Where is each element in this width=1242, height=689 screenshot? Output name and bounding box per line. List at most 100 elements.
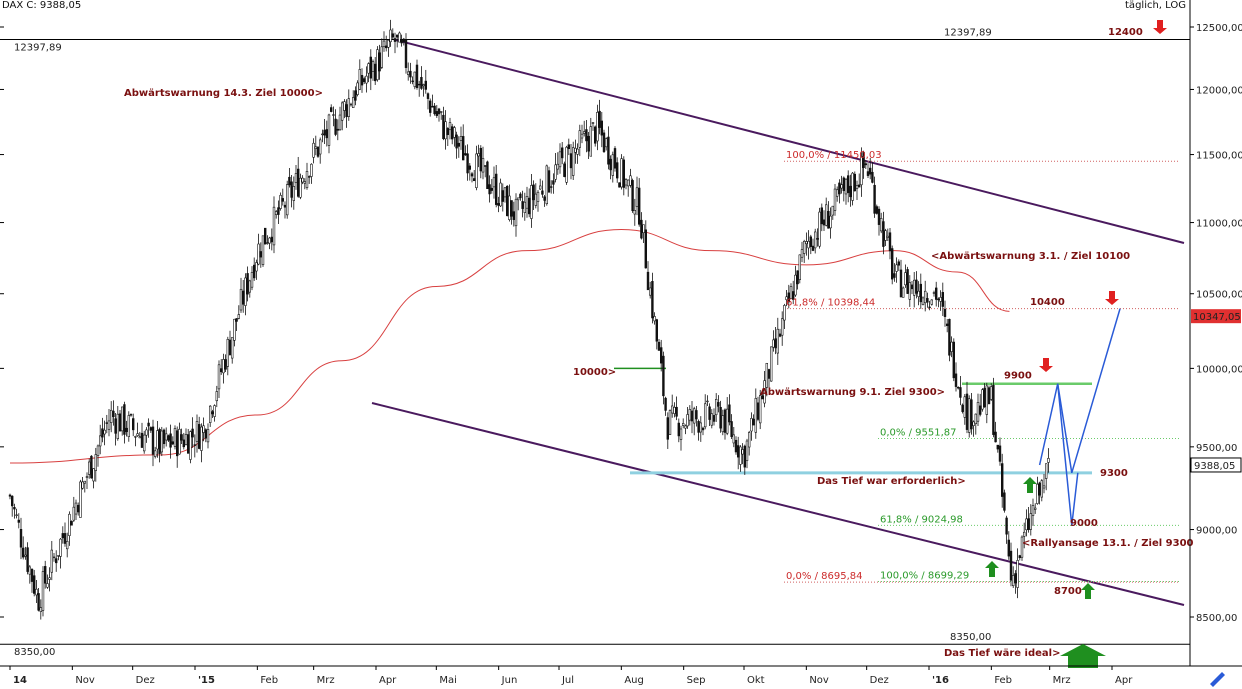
candle-body	[132, 418, 135, 431]
candle-body	[228, 339, 232, 356]
candle	[736, 436, 740, 470]
candle	[378, 44, 381, 80]
candle	[860, 147, 863, 197]
candle-body	[242, 290, 245, 305]
candle	[266, 235, 269, 245]
candle-body	[640, 219, 643, 239]
candle	[1016, 548, 1019, 599]
candle-body	[468, 165, 471, 170]
candle	[587, 131, 590, 160]
candle-body	[692, 408, 696, 424]
candle-body	[13, 506, 16, 510]
candle	[664, 396, 667, 416]
candle-body	[525, 196, 529, 209]
candle	[494, 164, 498, 208]
candle	[123, 401, 126, 444]
candle-body	[160, 430, 163, 453]
candle	[1045, 463, 1048, 491]
candle	[347, 89, 350, 121]
candle-body	[635, 187, 639, 207]
candle	[32, 569, 36, 597]
candle-body	[400, 40, 403, 44]
candle	[983, 383, 986, 408]
candle-body	[800, 249, 804, 258]
candle	[261, 235, 265, 267]
candle	[844, 177, 848, 205]
candle-body	[349, 103, 353, 106]
candle-body	[589, 126, 593, 157]
candle	[930, 299, 934, 306]
candle	[545, 164, 549, 206]
candle-body	[398, 32, 401, 43]
candle	[692, 406, 696, 436]
candle	[521, 190, 524, 218]
candle-body	[723, 409, 727, 433]
candle-body	[886, 235, 890, 238]
candle	[110, 401, 113, 433]
candle-body	[277, 207, 280, 215]
channel-upper-line	[393, 38, 1185, 244]
ref-label-right-bottom: 8350,00	[950, 632, 991, 643]
candle	[791, 280, 795, 305]
candle-body	[486, 161, 489, 190]
candle	[723, 408, 727, 440]
candle	[268, 236, 271, 250]
candle	[780, 311, 784, 346]
candle	[609, 155, 612, 180]
candle-body	[915, 279, 918, 294]
candle	[450, 123, 454, 145]
candle-body	[140, 432, 144, 448]
candle	[514, 193, 518, 237]
candle-body	[952, 341, 956, 379]
candle	[563, 161, 566, 178]
candle	[147, 418, 150, 438]
candle	[237, 305, 240, 320]
candle	[769, 346, 773, 382]
candle-body	[127, 415, 131, 437]
candle-body	[855, 185, 859, 189]
candle-body	[446, 128, 449, 135]
candle	[558, 143, 562, 174]
candle-body	[994, 431, 997, 443]
candle	[871, 162, 874, 184]
candle	[391, 28, 394, 40]
candle	[481, 146, 485, 180]
candle	[406, 62, 410, 81]
candle	[470, 171, 474, 183]
pencil-icon[interactable]	[1210, 672, 1225, 687]
candle	[862, 150, 865, 179]
candle-body	[426, 93, 430, 99]
candle	[833, 184, 837, 216]
candle-body	[851, 172, 854, 201]
candle-body	[664, 397, 667, 411]
y-tick-label: 10000,00	[1196, 364, 1242, 375]
candle-body	[565, 146, 568, 183]
candle-body	[395, 34, 399, 38]
candle	[501, 183, 504, 212]
candle-body	[950, 341, 953, 352]
candle-body	[54, 558, 58, 564]
channel-lower-line	[371, 402, 1185, 606]
candle-body	[35, 588, 38, 596]
candle	[151, 419, 155, 467]
candle-body	[233, 318, 236, 341]
green-arrow-low	[985, 561, 999, 577]
candle-body	[499, 182, 502, 207]
candle-body	[81, 481, 84, 489]
candle	[622, 156, 626, 196]
candle-body	[83, 480, 87, 484]
candle	[209, 405, 212, 427]
candle-body	[730, 421, 733, 437]
candle-body	[552, 180, 555, 185]
candle	[466, 144, 469, 181]
candle-body	[717, 402, 720, 407]
candle	[708, 403, 711, 426]
candle	[224, 354, 227, 373]
candle-body	[774, 338, 777, 349]
candle	[371, 59, 375, 81]
candle-body	[930, 299, 934, 305]
candle-body	[763, 380, 766, 404]
candle-body	[626, 179, 630, 187]
candle	[461, 124, 465, 161]
